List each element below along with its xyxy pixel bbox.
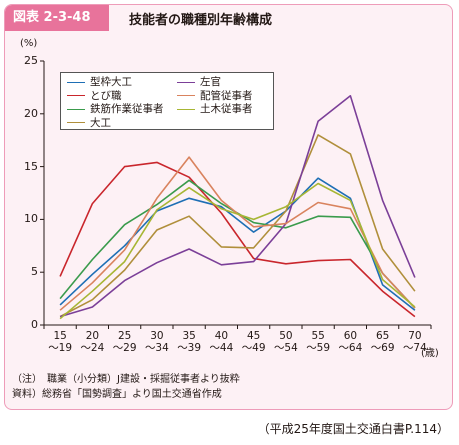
y-tick-label: 15 xyxy=(24,159,38,173)
x-tick-label-bottom: ～39 xyxy=(177,342,202,354)
x-tick-label-top: 20 xyxy=(85,330,100,342)
x-tick-label-top: 45 xyxy=(246,330,261,342)
x-tick-label-bottom: ～69 xyxy=(370,342,395,354)
x-tick-label: 15 ～19 xyxy=(43,330,77,354)
legend-item: 型枠大工 xyxy=(67,76,132,88)
x-tick-label-bottom: ～74 xyxy=(402,342,427,354)
x-tick-label: 45 ～49 xyxy=(237,330,271,354)
legend-swatch xyxy=(67,81,85,83)
legend-label: 型枠大工 xyxy=(90,76,132,88)
x-tick-label-top: 60 xyxy=(343,330,358,342)
x-tick-label: 70 ～74 xyxy=(398,330,432,354)
publication-source: （平成25年度国土交通白書P.114） xyxy=(257,422,449,436)
x-tick-label-bottom: ～29 xyxy=(112,342,137,354)
x-tick-label: 65 ～69 xyxy=(366,330,400,354)
x-tick-label-top: 65 xyxy=(375,330,390,342)
x-tick-label-top: 30 xyxy=(150,330,164,342)
series-line-7 xyxy=(59,182,416,320)
x-unit-label: (歳) xyxy=(421,348,439,359)
x-tick-label: 60 ～64 xyxy=(333,330,367,354)
y-tick-label: 5 xyxy=(31,265,38,279)
x-tick-label: 55 ～59 xyxy=(301,330,335,354)
note-line: （注） 職業（小分類）J建設・採掘従事者より抜粋 xyxy=(12,374,240,385)
legend-label: 鉄筋作業従事者 xyxy=(90,103,164,115)
legend-item: とび職 xyxy=(67,90,122,102)
data-source-note: 資料）総務省「国勢調査」より国土交通省作成 xyxy=(12,389,222,400)
legend-label: 配管従事者 xyxy=(200,89,253,102)
x-tick-label-bottom: ～44 xyxy=(209,342,234,354)
legend-swatch xyxy=(67,122,85,123)
legend-item: 大工 xyxy=(67,117,111,129)
x-tick-label-bottom: ～24 xyxy=(80,342,105,354)
legend-swatch xyxy=(67,95,85,96)
x-tick-label-top: 40 xyxy=(214,330,229,342)
x-tick-label: 50 ～54 xyxy=(269,330,303,354)
legend-label: 大工 xyxy=(90,116,111,129)
legend-item: 土木従事者 xyxy=(177,103,253,115)
legend-label: 左官 xyxy=(200,76,221,88)
legend-item: 鉄筋作業従事者 xyxy=(67,103,164,115)
x-tick-label-top: 15 xyxy=(53,330,67,342)
x-tick-label-top: 25 xyxy=(117,330,132,342)
y-tick-label: 20 xyxy=(24,106,38,120)
y-tick-label: 10 xyxy=(24,212,38,226)
y-tick-label: 0 xyxy=(31,318,38,331)
figure-number-badge: 図表 2-3-48 xyxy=(5,5,109,31)
x-tick-label: 40 ～44 xyxy=(204,330,238,354)
series-line-4 xyxy=(59,134,416,318)
legend-swatch xyxy=(177,81,195,83)
x-tick-label: 20 ～24 xyxy=(75,330,109,354)
x-tick-label-bottom: ～54 xyxy=(273,342,298,354)
legend-swatch xyxy=(67,108,85,110)
x-tick-label: 30 ～34 xyxy=(140,330,174,354)
legend-label: 土木従事者 xyxy=(200,103,253,115)
x-tick-label-bottom: ～19 xyxy=(48,342,73,354)
x-tick-label-top: 50 xyxy=(279,330,293,342)
y-unit-label: (%) xyxy=(20,38,38,49)
series-line-5 xyxy=(59,95,416,318)
x-tick-label-bottom: ～49 xyxy=(241,342,266,354)
x-tick-label-top: 35 xyxy=(182,330,196,342)
x-tick-label: 25 ～29 xyxy=(108,330,142,354)
legend-item: 配管従事者 xyxy=(177,90,253,102)
x-tick-label-bottom: ～59 xyxy=(306,342,331,354)
x-tick-label-top: 70 xyxy=(408,330,422,342)
x-tick-label-bottom: ～34 xyxy=(144,342,169,354)
series-line-2 xyxy=(59,161,416,318)
legend-swatch xyxy=(177,108,195,110)
legend-label: とび職 xyxy=(90,89,122,102)
chart-legend: 型枠大工 とび職 鉄筋作業従事者 大工 左官 配管従事者 土木従事者 xyxy=(60,72,274,130)
x-tick-label: 35 ～39 xyxy=(172,330,206,354)
legend-item: 左官 xyxy=(177,76,221,88)
x-tick-label-bottom: ～64 xyxy=(338,342,363,354)
y-tick-label: 25 xyxy=(24,54,38,67)
legend-swatch xyxy=(177,95,195,96)
x-tick-label-top: 55 xyxy=(311,330,325,342)
chart-title: 技能者の職種別年齢構成 xyxy=(129,13,273,28)
